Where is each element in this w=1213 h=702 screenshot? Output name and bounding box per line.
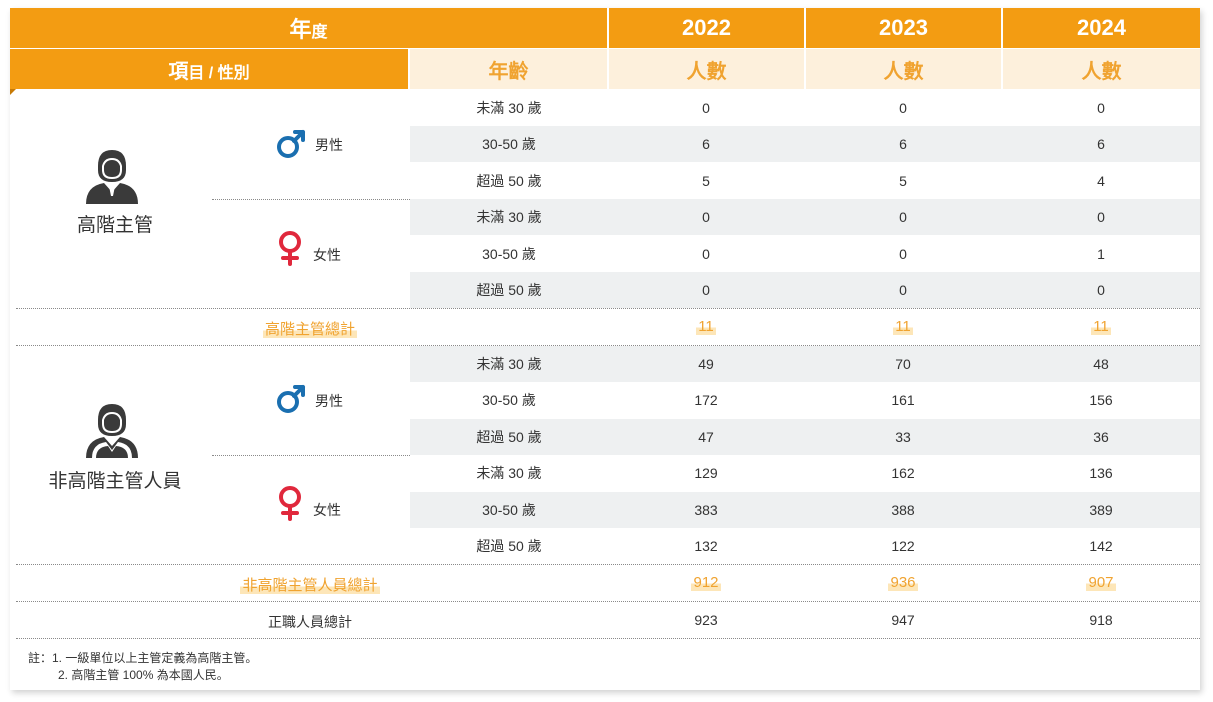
non-manager-total-row: 非高階主管人員總計 912 936 907	[10, 565, 1200, 601]
non-manager-total-2023: 936	[888, 574, 918, 591]
manager-total-2022: 11	[696, 318, 716, 335]
row-stripe	[410, 492, 1200, 528]
gender-label-female: 女性	[313, 247, 341, 263]
section-divider	[16, 601, 1200, 602]
grand-total-2023: 947	[891, 612, 915, 628]
gender-label-male: 男性	[315, 393, 343, 409]
header-fold-corner	[10, 89, 16, 95]
header-age-cell: 年齡	[410, 49, 607, 89]
grand-total-2022: 923	[694, 612, 718, 628]
table-row: 超過 50 歲 132 122 142	[476, 538, 1113, 554]
gender-divider	[212, 199, 410, 200]
female-symbol-icon	[276, 230, 304, 266]
header-year-cell: 年度	[10, 8, 607, 48]
header-year-2023: 2023	[806, 8, 1001, 48]
row-stripe	[410, 346, 1200, 382]
male-symbol-icon	[275, 128, 307, 160]
grand-total-2024: 918	[1089, 612, 1113, 628]
header-year-2022: 2022	[609, 8, 804, 48]
non-manager-total-2022: 912	[691, 574, 721, 591]
manager-total-label: 高階主管總計	[262, 321, 357, 338]
table-row: 未滿 30 歲 49 70 48	[476, 356, 1109, 372]
gender-label-female: 女性	[313, 502, 341, 518]
workforce-table-card: 年度 2022 2023 2024 項目 / 性別 年齡 人數 人數 人數 高階…	[10, 8, 1200, 690]
section-divider	[16, 564, 1200, 565]
header-item-gender-label: 項目 / 性別	[168, 60, 250, 83]
header-year-2024: 2024	[1003, 8, 1200, 48]
non-manager-total-label: 非高階主管人員總計	[240, 577, 380, 594]
table-row: 超過 50 歲 47 33 36	[476, 429, 1109, 445]
table-row: 未滿 30 歲 129 162 136	[476, 465, 1113, 481]
manager-total-row: 高階主管總計 11 11 11	[10, 309, 1200, 345]
non-manager-total-2024: 907	[1086, 574, 1116, 591]
manager-person-icon	[82, 146, 142, 206]
gender-divider	[212, 455, 410, 456]
header-count-2023: 人數	[806, 49, 1001, 89]
grand-total-row: 正職人員總計 923 947 918	[10, 602, 1200, 638]
group-name-non-managers: 非高階主管人員	[48, 471, 182, 492]
row-stripe	[410, 199, 1200, 235]
grand-total-label: 正職人員總計	[268, 614, 352, 630]
male-symbol-icon	[275, 383, 307, 415]
gender-label-male: 男性	[315, 137, 343, 153]
section-divider	[16, 308, 1200, 309]
female-symbol-icon	[276, 485, 304, 521]
note-line-2: 2. 高階主管 100% 為本國人民。	[58, 668, 229, 682]
row-stripe	[410, 272, 1200, 308]
employee-person-icon	[82, 400, 142, 460]
row-stripe	[410, 126, 1200, 162]
manager-total-2024: 11	[1091, 318, 1111, 335]
header-count-2024: 人數	[1003, 49, 1200, 89]
section-divider	[16, 638, 1200, 639]
section-divider	[16, 345, 1200, 346]
table-row: 30-50 歲 383 388 389	[482, 502, 1113, 518]
table-row: 30-50 歲 172 161 156	[482, 392, 1113, 408]
note-line-1: 註：1. 一級單位以上主管定義為高階主管。	[28, 651, 258, 665]
header-item-gender-cell: 項目 / 性別	[10, 49, 408, 89]
row-stripe	[410, 419, 1200, 455]
header-count-2022: 人數	[609, 49, 804, 89]
manager-total-2023: 11	[893, 318, 913, 335]
header-year-label: 年度	[289, 17, 328, 42]
group-name-managers: 高階主管	[76, 215, 153, 236]
